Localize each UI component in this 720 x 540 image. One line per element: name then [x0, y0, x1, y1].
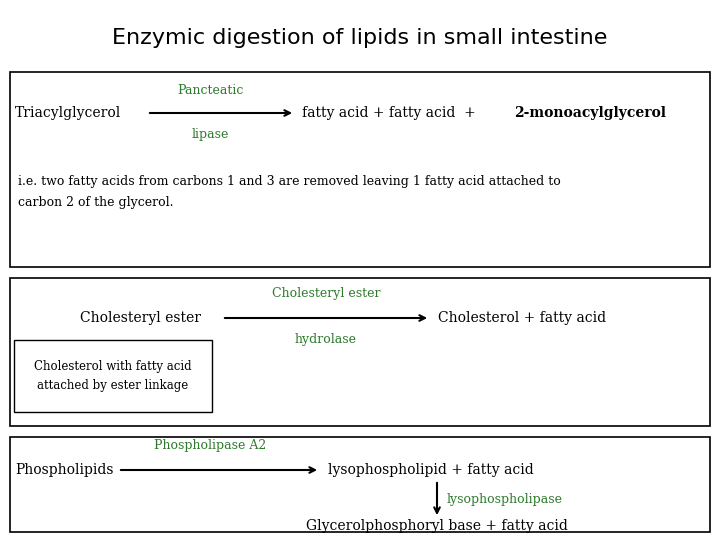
Text: 2-monoacylglycerol: 2-monoacylglycerol	[514, 106, 666, 120]
Bar	[10, 278, 710, 426]
Text: Glycerolphosphoryl base + fatty acid: Glycerolphosphoryl base + fatty acid	[306, 519, 568, 533]
Text: lysophospholipid + fatty acid: lysophospholipid + fatty acid	[328, 463, 534, 477]
Text: lipase: lipase	[192, 128, 229, 141]
Text: Phospholipids: Phospholipids	[15, 463, 114, 477]
Text: Enzymic digestion of lipids in small intestine: Enzymic digestion of lipids in small int…	[112, 28, 608, 48]
Bar	[10, 72, 710, 267]
Text: hydrolase: hydrolase	[295, 333, 357, 346]
Text: Cholesterol + fatty acid: Cholesterol + fatty acid	[438, 311, 606, 325]
Bar	[10, 437, 710, 532]
Text: lysophospholipase: lysophospholipase	[447, 492, 563, 505]
Text: Pancteatic: Pancteatic	[177, 84, 243, 97]
Text: Cholesteryl ester: Cholesteryl ester	[80, 311, 201, 325]
Text: Cholesterol with fatty acid
attached by ester linkage: Cholesterol with fatty acid attached by …	[34, 360, 192, 392]
Text: fatty acid + fatty acid  +: fatty acid + fatty acid +	[302, 106, 480, 120]
Text: Phospholipase A2: Phospholipase A2	[154, 439, 266, 452]
Bar	[14, 340, 212, 412]
Text: i.e. two fatty acids from carbons 1 and 3 are removed leaving 1 fatty acid attac: i.e. two fatty acids from carbons 1 and …	[18, 175, 561, 209]
Text: Cholesteryl ester: Cholesteryl ester	[271, 287, 380, 300]
Text: Triacylglycerol: Triacylglycerol	[15, 106, 121, 120]
